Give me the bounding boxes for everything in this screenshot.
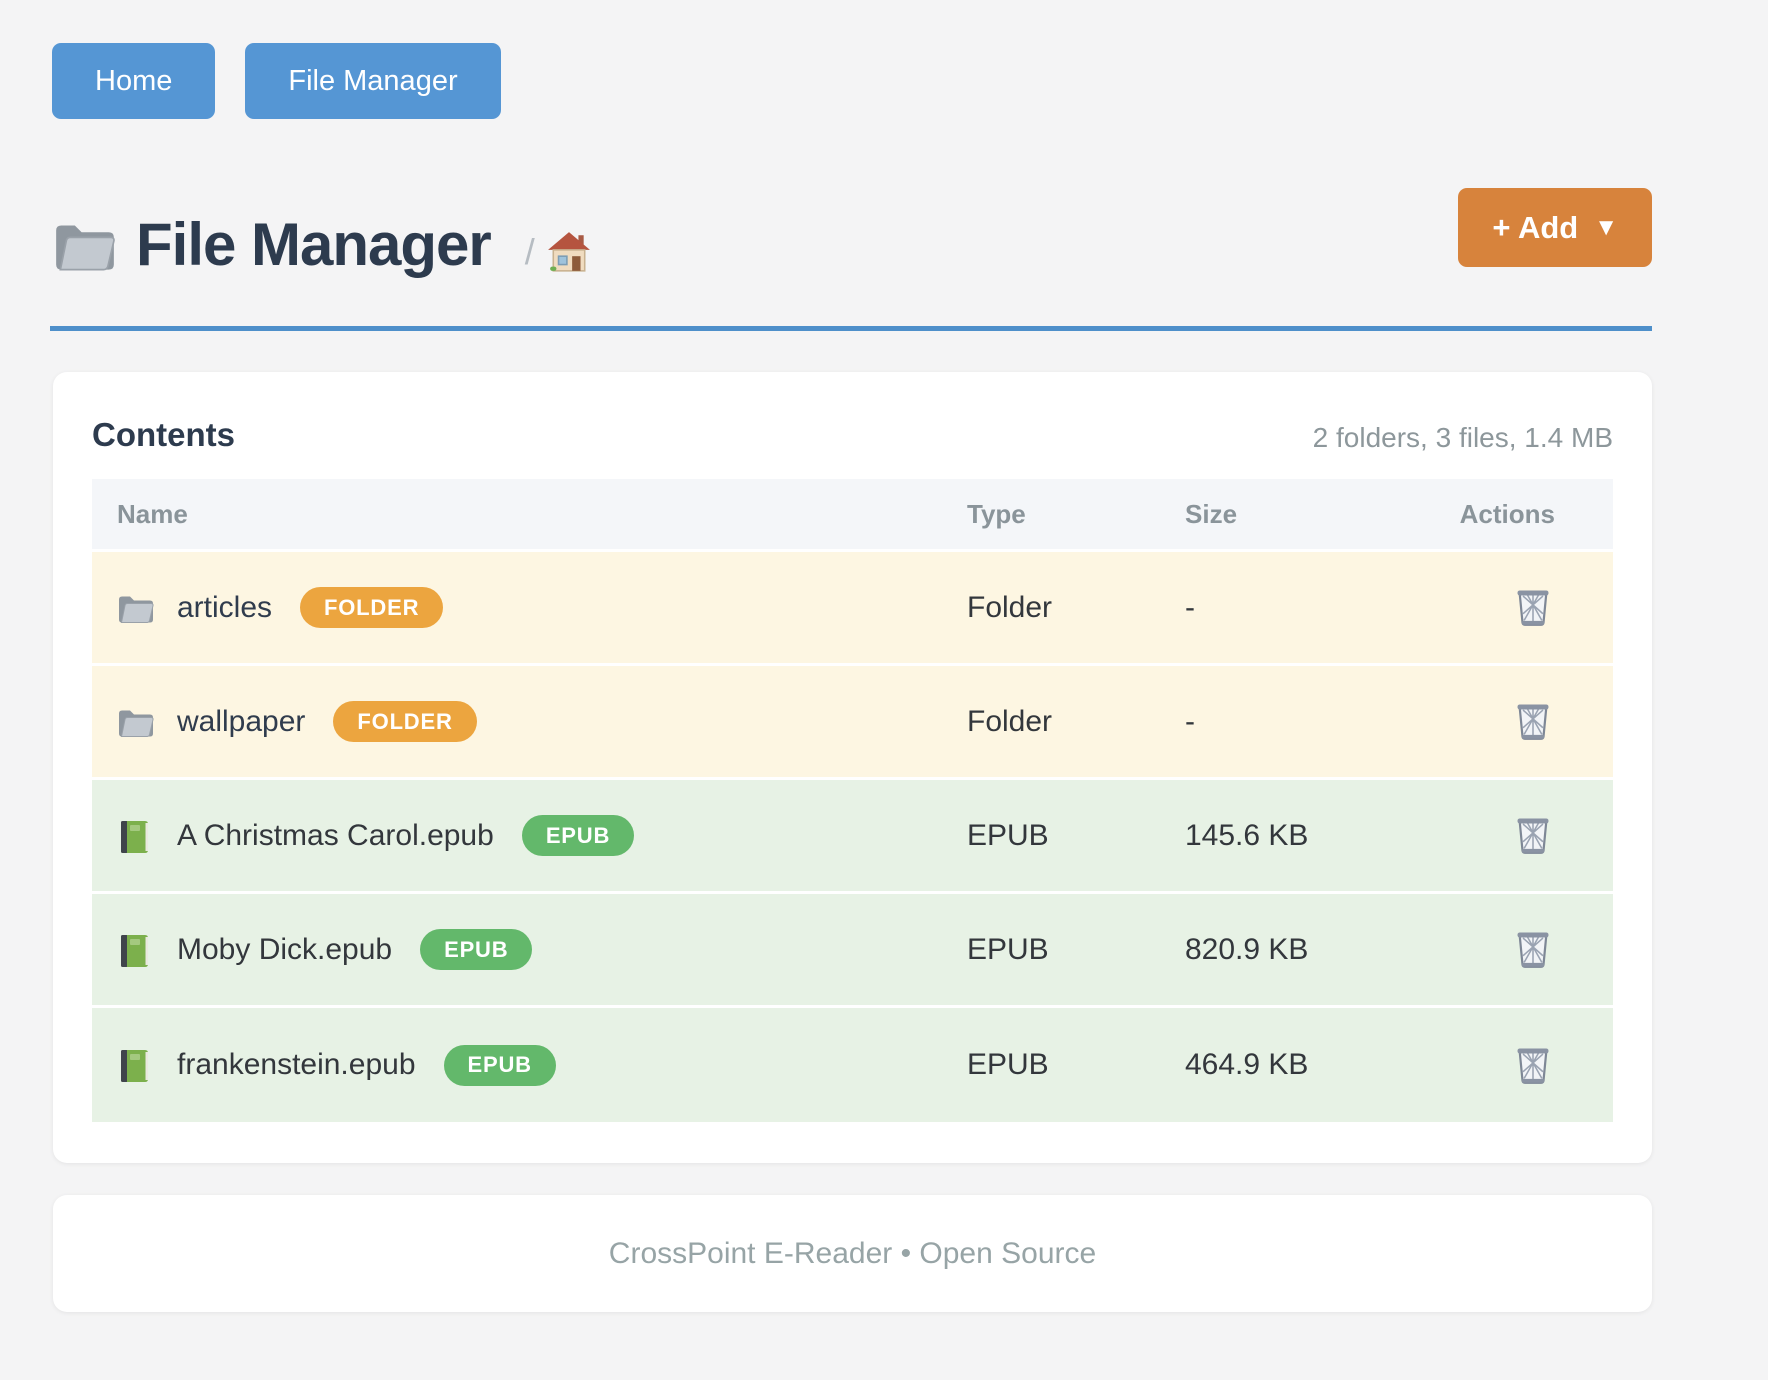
file-table-header: Name Type Size Actions <box>92 479 1613 552</box>
type-cell: EPUB <box>967 1048 1049 1081</box>
breadcrumb-separator: / <box>524 230 535 272</box>
table-row[interactable]: Moby Dick.epub EPUB EPUB 820.9 KB <box>92 894 1613 1008</box>
delete-button[interactable] <box>1511 927 1555 973</box>
column-header-actions: Actions <box>1459 498 1555 529</box>
folder-icon <box>52 217 118 273</box>
size-cell: 464.9 KB <box>1185 1048 1309 1081</box>
add-button[interactable]: + Add ▼ <box>1458 188 1652 267</box>
actions-cell <box>1423 699 1613 745</box>
size-cell: 820.9 KB <box>1185 932 1309 966</box>
column-header-size: Size <box>1185 498 1238 529</box>
type-cell: EPUB <box>967 818 1049 852</box>
type-badge: FOLDER <box>300 587 444 628</box>
book-icon <box>117 933 155 967</box>
size-cell: - <box>1185 590 1195 624</box>
contents-card: Contents 2 folders, 3 files, 1.4 MB Name… <box>53 372 1652 1163</box>
folder-icon <box>117 705 155 739</box>
trash-icon <box>1514 931 1552 972</box>
top-nav: Home File Manager <box>52 43 501 119</box>
actions-cell <box>1423 813 1613 859</box>
actions-cell <box>1423 585 1613 631</box>
file-table: Name Type Size Actions articles FOLDER F… <box>92 479 1613 1122</box>
table-row[interactable]: frankenstein.epub EPUB EPUB 464.9 KB <box>92 1008 1613 1122</box>
type-badge: FOLDER <box>333 701 477 742</box>
table-row[interactable]: articles FOLDER Folder - <box>92 552 1613 666</box>
trash-icon <box>1514 817 1552 858</box>
chevron-down-icon: ▼ <box>1594 213 1618 241</box>
column-header-type: Type <box>967 498 1026 529</box>
page-title: File Manager <box>136 211 492 278</box>
size-cell: 145.6 KB <box>1185 818 1309 852</box>
book-icon <box>117 819 155 853</box>
name-cell: A Christmas Carol.epub EPUB <box>92 815 967 856</box>
delete-button[interactable] <box>1511 585 1555 631</box>
trash-icon <box>1514 589 1552 630</box>
footer-card: CrossPoint E-Reader • Open Source <box>53 1195 1652 1312</box>
folder-icon <box>117 591 155 625</box>
type-cell: EPUB <box>967 932 1049 966</box>
delete-button[interactable] <box>1511 1042 1555 1088</box>
delete-button[interactable] <box>1511 813 1555 859</box>
size-cell: - <box>1185 704 1195 738</box>
home-nav-button[interactable]: Home <box>52 43 216 119</box>
type-badge: EPUB <box>420 929 533 970</box>
breadcrumb: / <box>525 231 591 273</box>
contents-summary: 2 folders, 3 files, 1.4 MB <box>1312 422 1613 453</box>
delete-button[interactable] <box>1511 699 1555 745</box>
contents-heading: Contents <box>92 416 235 453</box>
file-name-link[interactable]: Moby Dick.epub <box>177 932 393 966</box>
type-badge: EPUB <box>443 1044 556 1086</box>
contents-card-header: Contents 2 folders, 3 files, 1.4 MB <box>92 410 1613 454</box>
file-table-body: articles FOLDER Folder - wallpaper FOLDE… <box>92 552 1613 1122</box>
type-cell: Folder <box>967 590 1053 624</box>
file-name-link[interactable]: frankenstein.epub <box>177 1048 416 1081</box>
book-icon <box>117 1048 155 1082</box>
name-cell: articles FOLDER <box>92 587 967 628</box>
name-cell: wallpaper FOLDER <box>92 701 967 742</box>
page-title-wrap: File Manager / <box>52 210 591 279</box>
home-icon[interactable] <box>547 230 591 273</box>
footer-text: CrossPoint E-Reader • Open Source <box>608 1236 1097 1270</box>
file-name-link[interactable]: A Christmas Carol.epub <box>177 818 494 852</box>
page-header: File Manager / + Add ▼ <box>52 188 1652 288</box>
column-header-name: Name <box>117 498 188 529</box>
file-name-link[interactable]: articles <box>177 590 273 624</box>
table-row[interactable]: wallpaper FOLDER Folder - <box>92 666 1613 780</box>
title-divider <box>50 326 1652 331</box>
name-cell: frankenstein.epub EPUB <box>92 1044 967 1086</box>
trash-icon <box>1514 1046 1552 1088</box>
table-row[interactable]: A Christmas Carol.epub EPUB EPUB 145.6 K… <box>92 780 1613 894</box>
trash-icon <box>1514 703 1552 744</box>
add-button-label: + Add <box>1492 209 1579 245</box>
file-manager-nav-button[interactable]: File Manager <box>245 43 501 119</box>
type-cell: Folder <box>967 704 1053 738</box>
file-name-link[interactable]: wallpaper <box>177 704 306 738</box>
name-cell: Moby Dick.epub EPUB <box>92 929 967 970</box>
actions-cell <box>1423 1042 1613 1088</box>
type-badge: EPUB <box>521 815 635 856</box>
actions-cell <box>1423 927 1613 973</box>
